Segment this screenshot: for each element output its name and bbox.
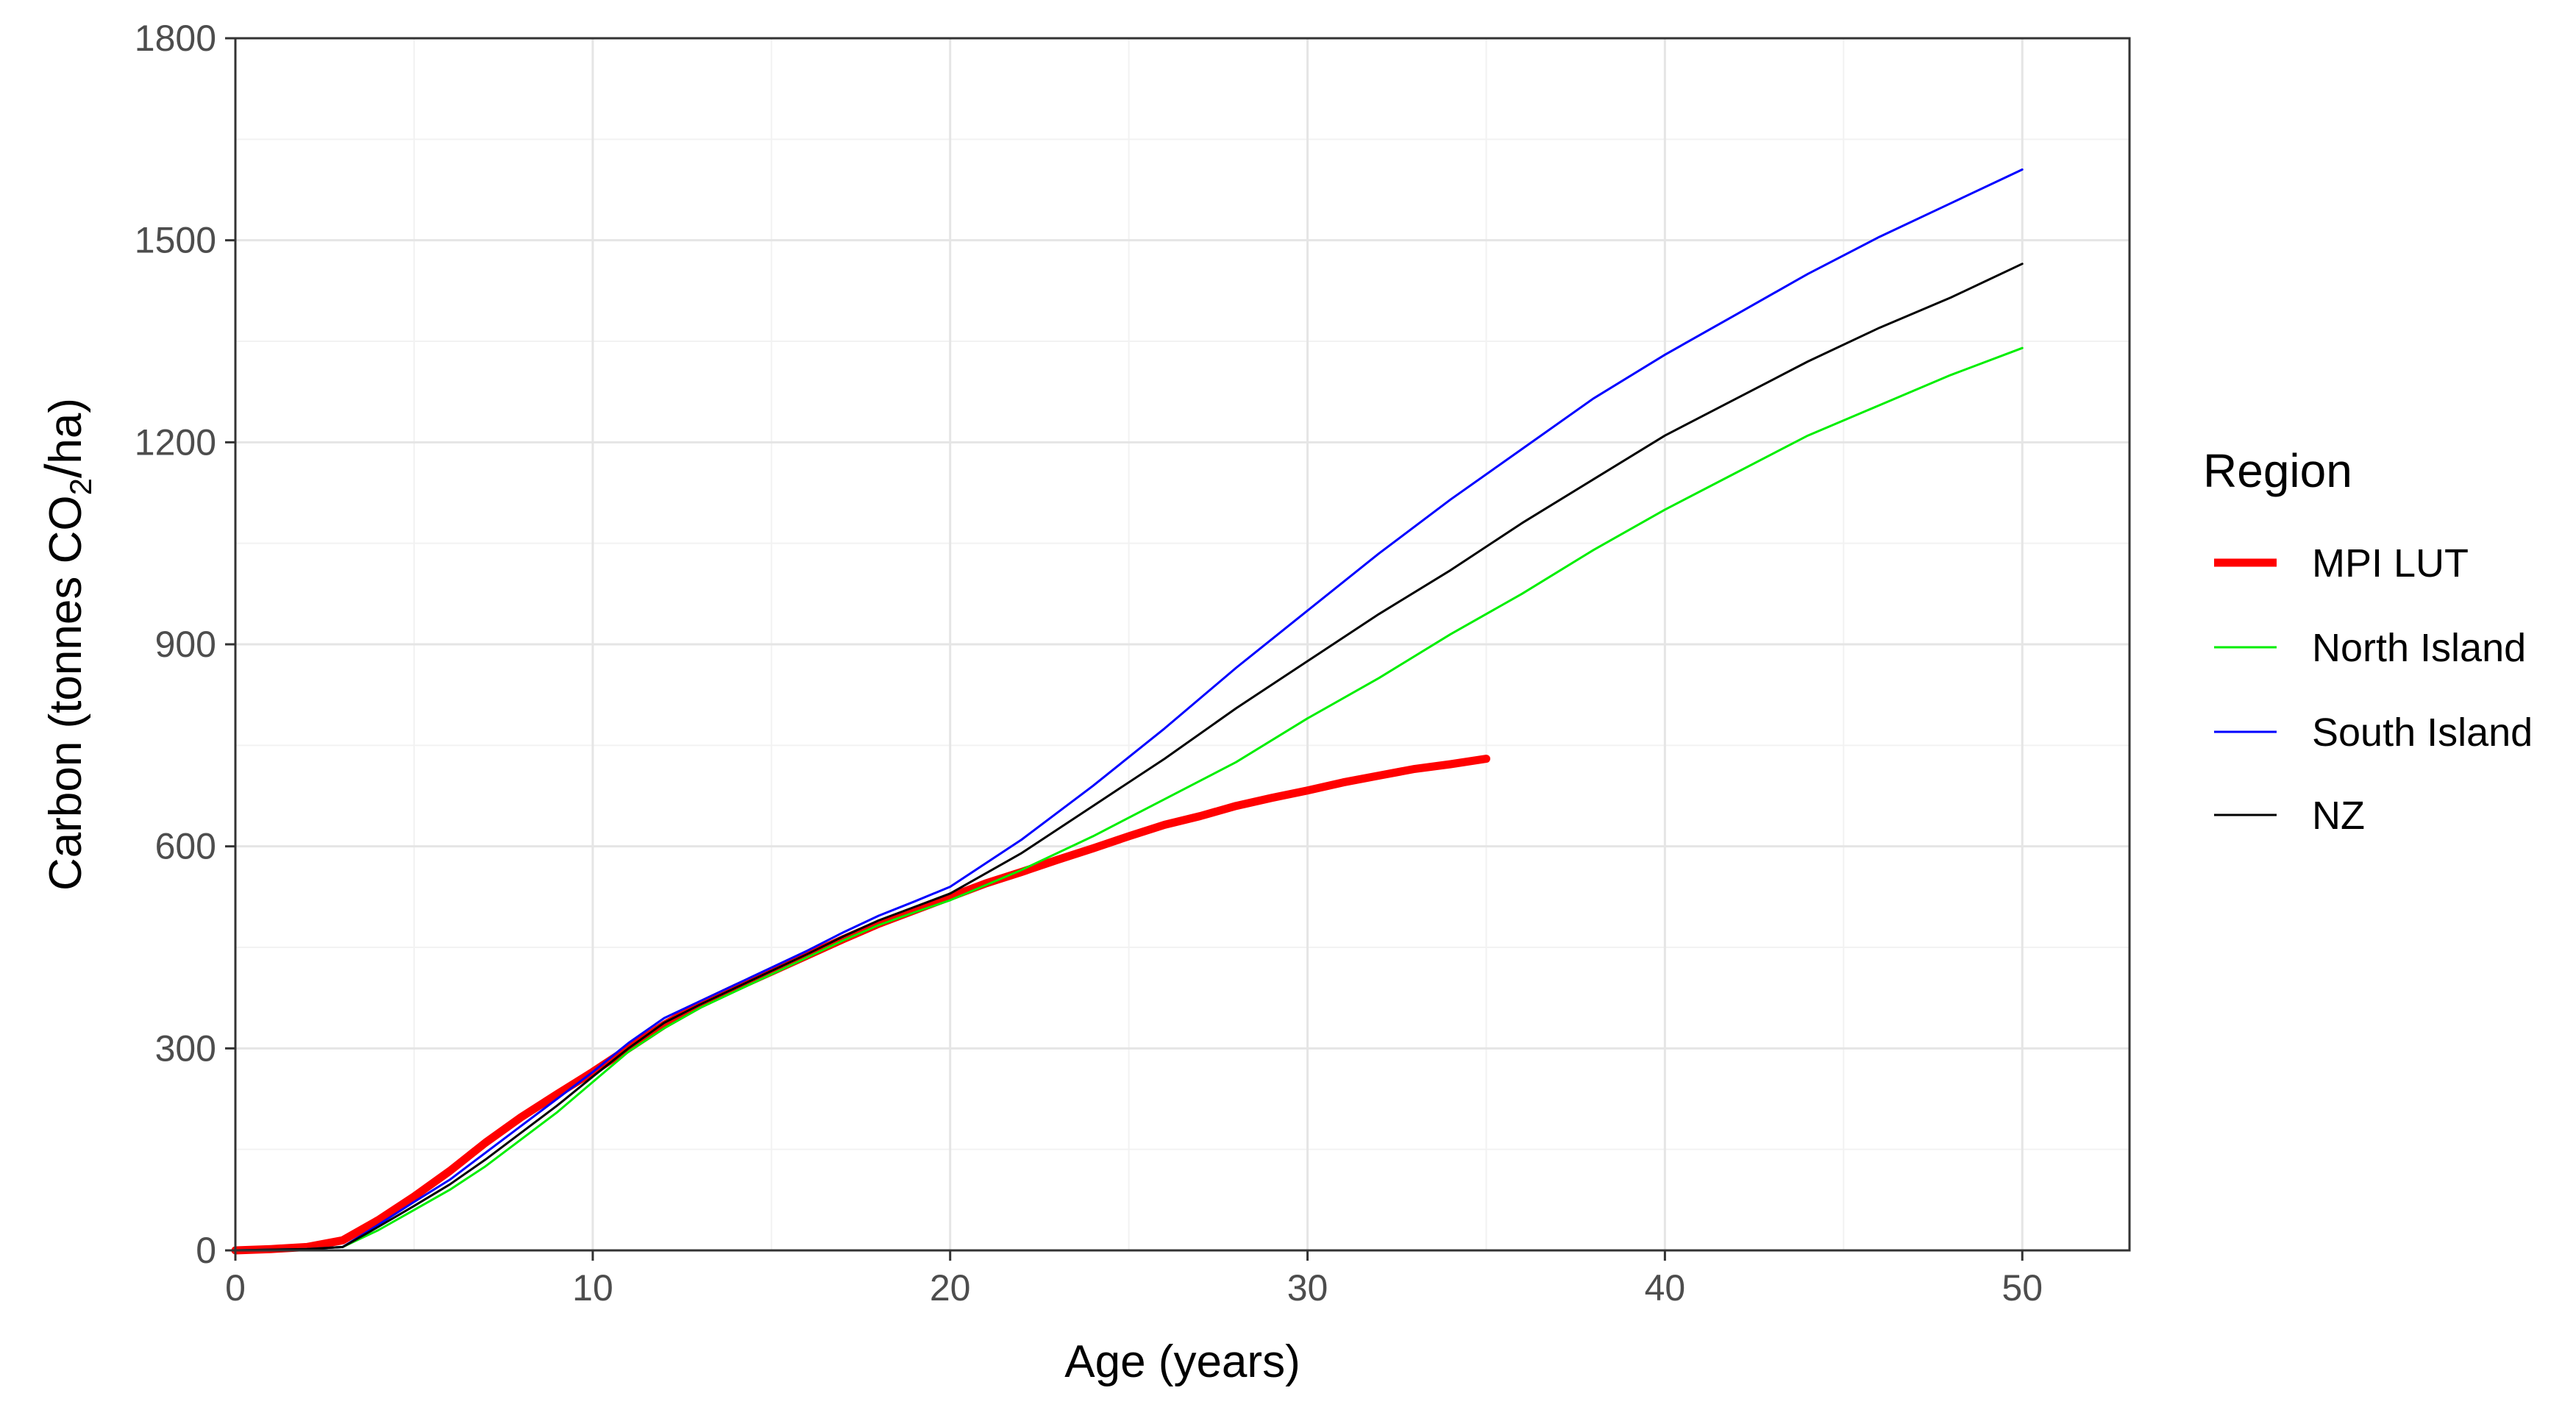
legend-label: South Island (2312, 711, 2533, 755)
y-axis: 0 300 600 900 1200 1500 1800 (135, 18, 235, 1271)
series-line-south-island (234, 168, 2024, 1252)
y-axis-title-prefix: Carbon (tonnes CO (40, 495, 91, 891)
y-tick-label: 0 (196, 1230, 216, 1271)
y-axis-title-suffix: ha) (40, 398, 91, 464)
series-line-north-island (234, 346, 2024, 1252)
y-axis-title-slash: / (35, 463, 92, 478)
x-tick-label: 0 (225, 1267, 246, 1308)
series-lines (231, 168, 2024, 1255)
y-tick-label: 1200 (135, 421, 216, 463)
legend-label: NZ (2312, 794, 2365, 838)
legend-label: North Island (2312, 626, 2526, 670)
x-tick-label: 40 (1645, 1267, 1686, 1308)
y-tick-label: 600 (155, 826, 216, 867)
x-axis-title: Age (years) (1064, 1336, 1300, 1387)
x-tick-label: 30 (1287, 1267, 1328, 1308)
series-line-mpi-lut (231, 755, 1490, 1255)
series-line-nz (234, 263, 2024, 1252)
x-tick-label: 20 (930, 1267, 971, 1308)
x-axis: 0 10 20 30 40 50 (225, 1250, 2043, 1308)
legend-label: MPI LUT (2312, 541, 2469, 585)
y-tick-label: 1800 (135, 18, 216, 59)
y-tick-label: 1500 (135, 220, 216, 261)
x-tick-label: 50 (2002, 1267, 2043, 1308)
legend-title: Region (2203, 444, 2352, 497)
y-axis-title: Carbon (tonnes CO2/ha) (35, 398, 98, 891)
y-tick-label: 900 (155, 624, 216, 665)
y-axis-title-subscript: 2 (63, 478, 98, 495)
legend-items: MPI LUT North Island South Island NZ (2214, 541, 2533, 838)
x-tick-label: 10 (572, 1267, 613, 1308)
y-tick-label: 300 (155, 1028, 216, 1069)
legend: Region MPI LUT North Island South Island NZ (2203, 444, 2533, 838)
